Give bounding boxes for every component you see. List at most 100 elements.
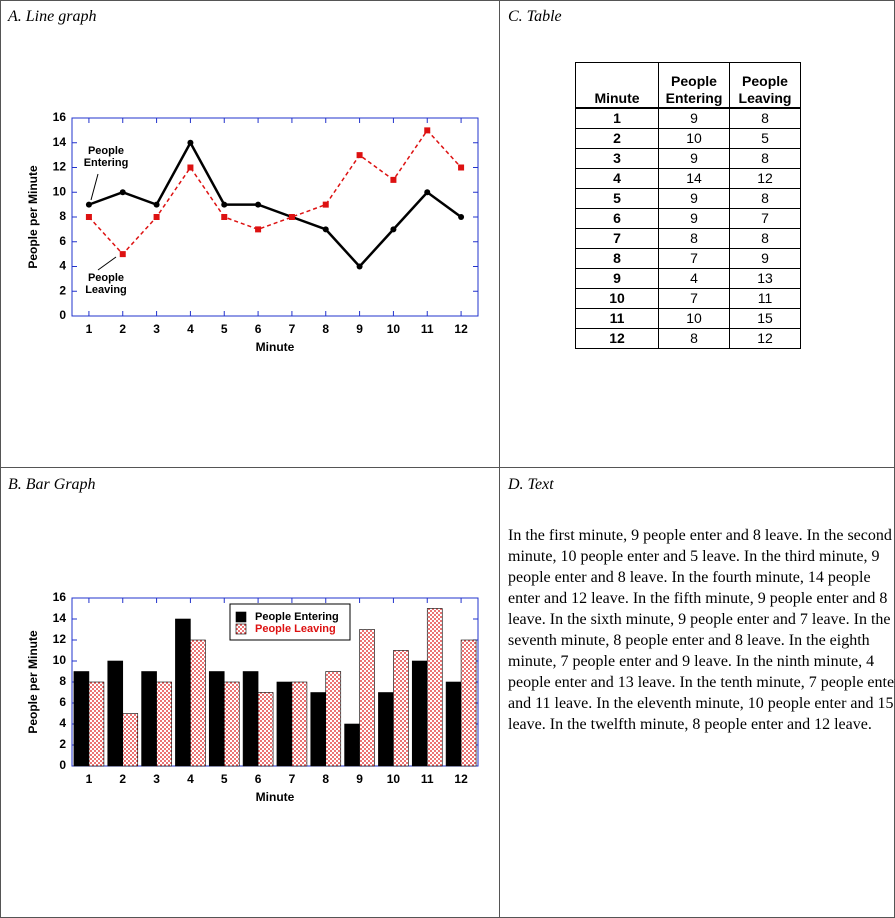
bar xyxy=(190,639,206,767)
x-tick-label: 2 xyxy=(119,772,126,786)
point xyxy=(458,164,465,171)
cell: 9 xyxy=(658,208,730,229)
cell: 12 xyxy=(575,328,659,349)
bar xyxy=(378,692,394,767)
bar xyxy=(445,681,462,767)
divider xyxy=(0,467,895,468)
point xyxy=(322,201,329,208)
cell: 15 xyxy=(729,308,801,329)
cell: 3 xyxy=(575,148,659,169)
y-tick-label: 0 xyxy=(59,758,66,772)
bar xyxy=(411,660,428,767)
y-axis-label: People per Minute xyxy=(26,165,40,269)
point xyxy=(153,201,160,208)
row: 12 8 12 xyxy=(575,328,801,349)
y-tick-label: 8 xyxy=(59,209,66,223)
point xyxy=(356,263,363,270)
point xyxy=(85,214,92,220)
bar xyxy=(156,681,172,767)
data-table: Minute People Entering People Leaving 1 9 8 2 1… xyxy=(575,62,801,349)
point xyxy=(458,214,465,220)
bar xyxy=(359,629,375,767)
header-cell: Minute xyxy=(575,62,659,109)
point xyxy=(221,214,228,220)
cell: 1 xyxy=(575,107,659,129)
annotation: People Entering xyxy=(84,145,129,169)
y-tick-label: 2 xyxy=(59,737,66,751)
bar xyxy=(88,681,105,767)
x-tick-label: 1 xyxy=(86,322,93,336)
cell: 7 xyxy=(658,288,730,309)
cell: 9 xyxy=(658,148,730,169)
bar xyxy=(393,650,409,767)
point xyxy=(119,251,126,258)
point xyxy=(255,226,262,233)
point xyxy=(424,127,431,134)
x-tick-label: 6 xyxy=(255,322,262,336)
cell: 2 xyxy=(575,128,659,149)
cell: 4 xyxy=(575,168,659,189)
cell: 8 xyxy=(658,328,730,349)
x-tick-label: 11 xyxy=(421,772,434,786)
bar xyxy=(257,692,274,767)
y-tick-label: 14 xyxy=(53,135,67,149)
cell: 8 xyxy=(729,228,801,249)
x-tick-label: 10 xyxy=(387,772,401,786)
point xyxy=(153,214,160,220)
cell: 7 xyxy=(658,248,730,269)
x-tick-label: 5 xyxy=(221,772,228,786)
header-cell: People Entering xyxy=(658,62,730,109)
row: 10 7 11 xyxy=(575,288,801,309)
y-tick-label: 10 xyxy=(53,653,67,667)
legend-swatch xyxy=(235,611,247,623)
panel-title: A. Line graph xyxy=(8,8,97,25)
point xyxy=(221,201,228,208)
x-tick-label: 8 xyxy=(322,322,329,336)
x-tick-label: 12 xyxy=(454,322,468,336)
y-tick-label: 10 xyxy=(53,184,67,198)
panel-bar: B. Bar Graph 0 2 4 6 8 10 12 14 16 1 2 3 4 5 6 7 8 9 10 11 1… xyxy=(0,468,499,918)
leader-line xyxy=(90,173,99,201)
cell: 11 xyxy=(729,288,801,309)
x-tick-label: 3 xyxy=(153,322,160,336)
x-axis-label: Minute xyxy=(256,340,295,354)
point xyxy=(424,189,431,196)
panel-title: B. Bar Graph xyxy=(8,476,96,493)
bar xyxy=(344,723,360,767)
cell: 10 xyxy=(575,288,659,309)
legend-label: People Leaving xyxy=(85,272,127,296)
cell: 10 xyxy=(658,308,730,329)
cell: 8 xyxy=(729,148,801,169)
cell: 7 xyxy=(575,228,659,249)
bar xyxy=(460,639,477,767)
bar xyxy=(141,671,157,767)
legend-box xyxy=(229,603,351,641)
point xyxy=(255,201,262,208)
bar xyxy=(122,713,139,767)
row: 9 4 13 xyxy=(575,268,801,289)
legend-label: People Leaving xyxy=(255,623,336,635)
x-tick-label: 12 xyxy=(454,772,468,786)
y-tick-label: 2 xyxy=(59,283,66,297)
x-tick-label: 9 xyxy=(356,772,363,786)
cell: 8 xyxy=(729,107,801,129)
panel-title: C. Table xyxy=(508,8,562,25)
bar xyxy=(426,608,443,767)
cell: 7 xyxy=(729,208,801,229)
series-line xyxy=(88,129,462,256)
y-tick-label: 6 xyxy=(59,234,66,248)
x-tick-label: 11 xyxy=(421,322,434,336)
bar xyxy=(310,692,327,767)
cell: 12 xyxy=(729,168,801,189)
y-tick-label: 0 xyxy=(59,308,66,322)
cell: 8 xyxy=(729,188,801,209)
bar xyxy=(208,671,225,767)
series-line xyxy=(88,140,462,269)
cell: 9 xyxy=(575,268,659,289)
panel-table: C. Table Minute People Entering People Lea… xyxy=(500,0,895,467)
point xyxy=(390,226,397,233)
cell: 14 xyxy=(658,168,730,189)
x-tick-label: 7 xyxy=(289,772,296,786)
